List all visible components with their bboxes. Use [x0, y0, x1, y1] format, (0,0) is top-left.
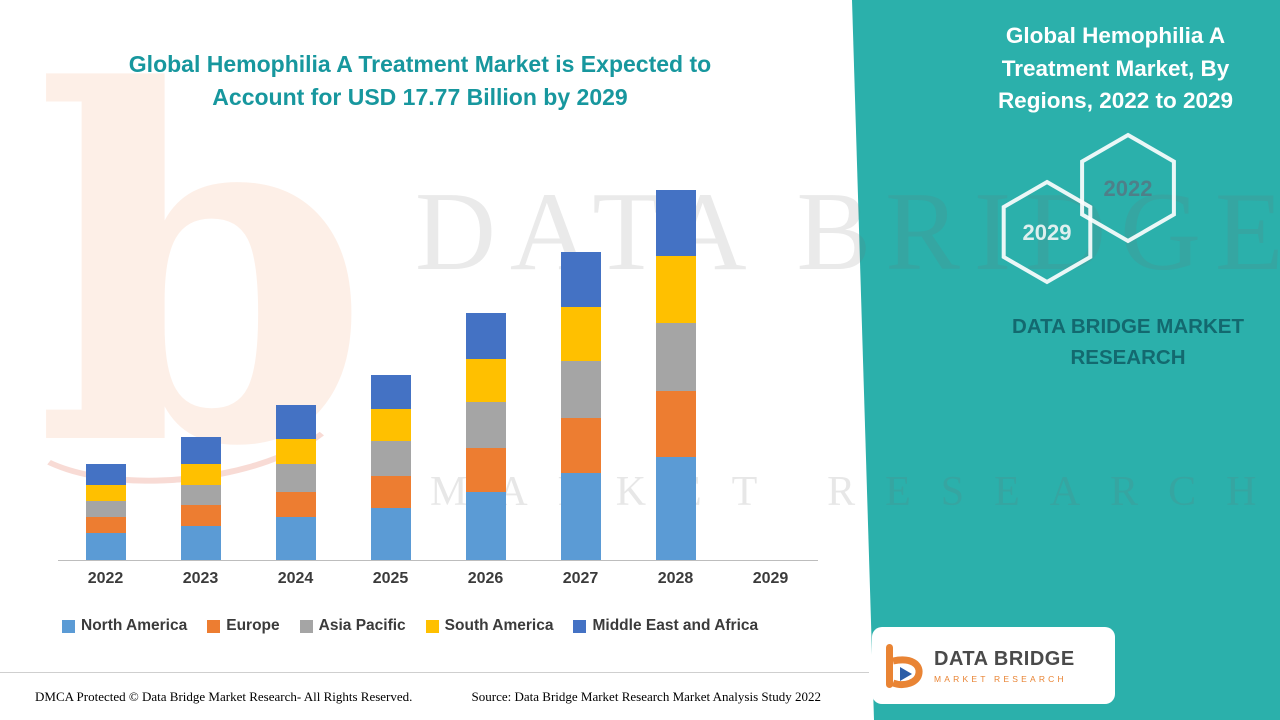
segment-asia-pacific — [465, 402, 506, 449]
x-tick-2024: 2024 — [277, 570, 314, 587]
legend-swatch-icon — [207, 619, 221, 633]
segment-europe — [370, 475, 411, 508]
x-tick-2028: 2028 — [657, 570, 694, 587]
x-tick-2029: 2029 — [752, 570, 789, 587]
x-tick-2026: 2026 — [467, 570, 504, 587]
segment-asia-pacific — [275, 464, 316, 492]
legend-label: North America — [81, 617, 188, 634]
legend-swatch-icon — [299, 619, 313, 633]
year-badges: 2029 2022 — [1001, 132, 1176, 285]
segment-europe — [180, 505, 221, 526]
segment-south-america — [370, 409, 411, 442]
hexagon-2029-icon — [1001, 179, 1093, 285]
badge-2029-label: 2029 — [1023, 220, 1072, 245]
segment-asia-pacific — [370, 441, 411, 476]
segment-middle-east-and-africa — [370, 374, 411, 410]
watermark-databridge-text: DATA BRIDGE — [415, 170, 1280, 294]
segment-south-america — [560, 306, 601, 362]
segment-south-america — [180, 463, 221, 485]
segment-europe — [465, 448, 506, 492]
segment-south-america — [275, 439, 316, 465]
stacked-bar-2027 — [560, 251, 601, 560]
stacked-bar-2022 — [85, 464, 126, 560]
bar-slot-2027 — [533, 251, 628, 560]
bar-plot — [58, 186, 818, 561]
legend-item: North America — [62, 617, 187, 635]
stacked-bar-2028 — [655, 190, 696, 560]
bar-slot-2023 — [153, 436, 248, 560]
bar-slot-2026 — [438, 313, 533, 560]
dmca-text: DMCA Protected © Data Bridge Market Rese… — [35, 688, 413, 704]
x-tick-2023: 2023 — [182, 570, 219, 587]
segment-europe — [560, 418, 601, 474]
logo-name: DATA BRIDGE — [934, 647, 1075, 670]
teal-side-panel — [852, 0, 1280, 720]
legend-swatch-icon — [425, 619, 439, 633]
bar-slot-2024 — [248, 404, 343, 560]
bar-slot-2028 — [628, 190, 723, 560]
panel-title: Global Hemophilia A Treatment Market, By… — [997, 23, 1234, 114]
segment-north-america — [85, 532, 126, 560]
legend: North America Europe Asia Pacific South Ame… — [62, 617, 758, 635]
legend-label: South America — [444, 617, 554, 634]
bar-slot-2022 — [58, 464, 153, 560]
logo-text: DATA BRIDGE MARKET RESEARCH — [934, 648, 1075, 684]
legend-label: Asia Pacific — [318, 617, 406, 634]
databridge-logo-card: DATA BRIDGE MARKET RESEARCH — [872, 627, 1115, 704]
segment-north-america — [180, 525, 221, 560]
x-axis-labels: 2022 2023 2024 2025 2026 2027 2028 2029 — [58, 570, 818, 588]
badge-2022-label: 2022 — [1104, 176, 1153, 201]
footer-bar: DMCA Protected © Data Bridge Market Rese… — [0, 672, 869, 720]
source-text: Source: Data Bridge Market Research Mark… — [471, 688, 821, 704]
segment-south-america — [655, 256, 696, 323]
panel-brand-text: DATA BRIDGE MARKET RESEARCH — [1012, 315, 1244, 369]
legend-label: Middle East and Africa — [592, 617, 759, 634]
legend-item: Asia Pacific — [299, 617, 406, 635]
logo-subtitle: MARKET RESEARCH — [934, 673, 1067, 684]
segment-asia-pacific — [655, 322, 696, 392]
segment-asia-pacific — [560, 361, 601, 419]
stacked-bar-2026 — [465, 313, 506, 560]
x-tick-2025: 2025 — [372, 570, 409, 587]
stacked-bar-2025 — [370, 374, 411, 560]
hexagon-2022-icon — [1080, 132, 1176, 244]
legend-item: Middle East and Africa — [573, 617, 758, 635]
x-tick-2027: 2027 — [562, 570, 599, 587]
segment-south-america — [85, 484, 126, 501]
segment-middle-east-and-africa — [655, 190, 696, 257]
legend-swatch-icon — [62, 619, 75, 633]
segment-europe — [655, 391, 696, 458]
segment-south-america — [465, 359, 506, 403]
stacked-bar-2023 — [180, 436, 221, 560]
segment-europe — [275, 491, 316, 517]
chart-title: Global Hemophilia A Treatment Market is … — [128, 51, 712, 111]
x-tick-2022: 2022 — [87, 570, 124, 587]
segment-north-america — [465, 491, 506, 560]
segment-middle-east-and-africa — [180, 436, 221, 464]
stacked-bar-2024 — [275, 404, 316, 560]
segment-middle-east-and-africa — [560, 251, 601, 307]
segment-middle-east-and-africa — [465, 313, 506, 360]
segment-asia-pacific — [180, 484, 221, 506]
segment-north-america — [275, 516, 316, 560]
segment-north-america — [655, 457, 696, 560]
segment-middle-east-and-africa — [275, 404, 316, 440]
segment-north-america — [370, 507, 411, 560]
legend-swatch-icon — [573, 619, 587, 633]
bar-slot-2025 — [343, 374, 438, 560]
segment-asia-pacific — [85, 500, 126, 517]
legend-item: Europe — [207, 617, 280, 635]
segment-middle-east-and-africa — [85, 464, 126, 485]
databridge-logo-icon — [886, 643, 923, 688]
segment-north-america — [560, 473, 601, 560]
legend-label: Europe — [226, 617, 280, 634]
legend-item: South America — [425, 617, 554, 635]
segment-europe — [85, 516, 126, 533]
